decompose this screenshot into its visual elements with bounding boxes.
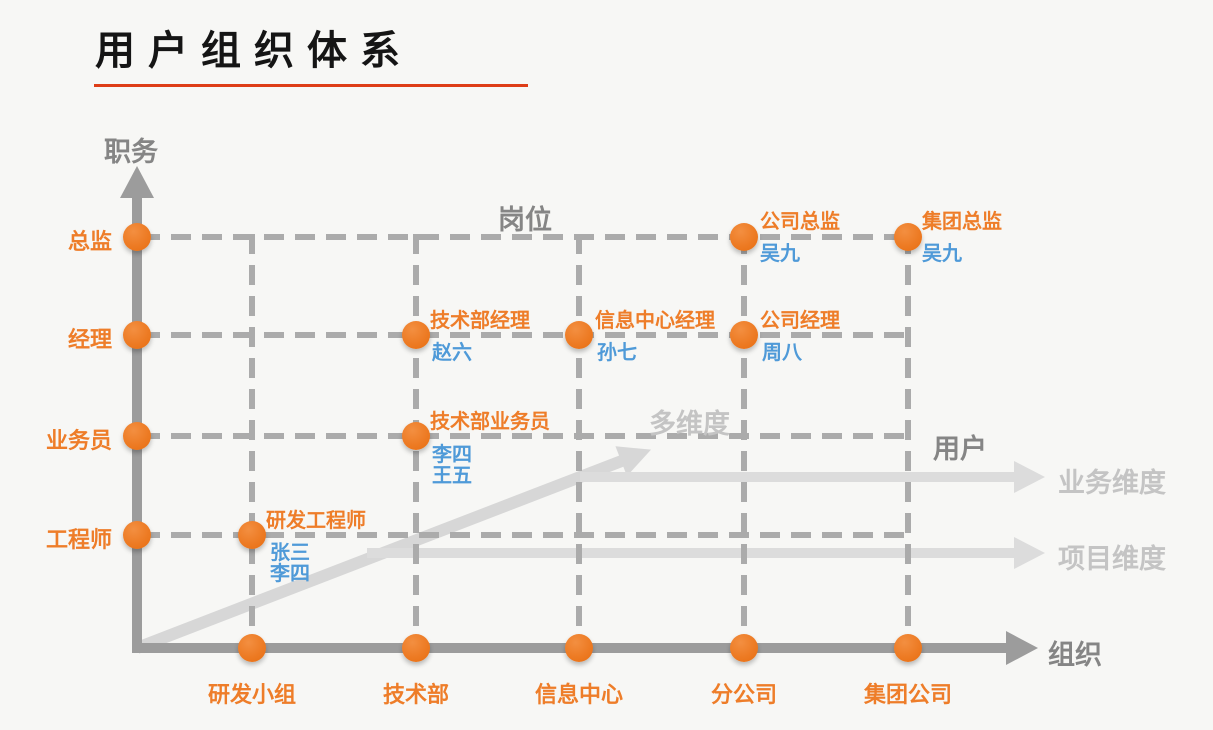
point-post-company-director: 公司总监 (760, 211, 840, 233)
y-axis-dot-salesman (123, 422, 151, 450)
point-dot-info-manager (565, 321, 593, 349)
y-axis-dot-manager (123, 321, 151, 349)
title-underline (94, 84, 528, 87)
point-dot-tech-manager (402, 321, 430, 349)
point-user-info-manager: 孙七 (597, 342, 637, 364)
grid-col-line-group-co (905, 234, 911, 642)
x-axis-label: 组织 (1048, 640, 1102, 670)
point-dot-group-director (894, 223, 922, 251)
col-label-group-co: 集团公司 (863, 682, 952, 707)
point-user-tech-salesman-2: 王五 (432, 465, 472, 487)
point-user-group-director: 吴九 (922, 243, 962, 265)
x-axis-dot-info-center (565, 634, 593, 662)
multi-dimension-label: 多维度 (649, 409, 730, 439)
point-user-rnd-engineer-1: 张三 (270, 542, 310, 564)
point-dot-company-director (730, 223, 758, 251)
y-axis-dot-director (123, 223, 151, 251)
x-axis-dot-tech-dept (402, 634, 430, 662)
row-label-manager: 经理 (67, 327, 112, 352)
point-dot-tech-salesman (402, 422, 430, 450)
point-post-tech-manager: 技术部经理 (430, 310, 530, 332)
y-axis-dot-engineer (123, 521, 151, 549)
col-label-rnd-group: 研发小组 (207, 682, 296, 707)
point-user-tech-salesman-1: 李四 (432, 444, 472, 466)
point-user-tech-manager: 赵六 (432, 342, 472, 364)
point-dot-company-manager (730, 321, 758, 349)
project-dimension-arrow (367, 548, 1014, 558)
point-post-tech-salesman: 技术部业务员 (430, 411, 550, 433)
row-label-engineer: 工程师 (45, 527, 112, 552)
col-label-tech-dept: 技术部 (382, 682, 449, 707)
grid-col-line-info-center (576, 234, 582, 642)
grid-row-line-director (140, 234, 910, 240)
post-axis-label: 岗位 (498, 205, 552, 235)
business-dimension-arrowhead-icon (1014, 461, 1045, 493)
business-dimension-label: 业务维度 (1058, 468, 1166, 498)
grid-col-line-rnd-group (249, 234, 255, 642)
user-label: 用户 (933, 434, 987, 464)
point-post-company-manager: 公司经理 (760, 310, 840, 332)
project-dimension-label: 项目维度 (1058, 544, 1166, 574)
grid-row-line-salesman (140, 433, 910, 439)
point-post-rnd-engineer: 研发工程师 (266, 510, 366, 532)
y-axis-arrowhead-icon (120, 166, 154, 198)
x-axis-dot-group-co (894, 634, 922, 662)
business-dimension-arrow (580, 472, 1014, 482)
row-label-salesman: 业务员 (45, 428, 112, 453)
point-dot-rnd-engineer (238, 521, 266, 549)
grid-row-line-engineer (140, 532, 910, 538)
point-post-group-director: 集团总监 (922, 211, 1002, 233)
point-user-rnd-engineer-2: 李四 (270, 563, 310, 585)
point-user-company-manager: 周八 (762, 342, 802, 364)
point-user-company-director: 吴九 (760, 243, 800, 265)
x-axis-arrowhead-icon (1006, 631, 1038, 665)
x-axis-dot-branch (730, 634, 758, 662)
y-axis-label: 职务 (104, 137, 158, 167)
point-post-info-manager: 信息中心经理 (595, 310, 715, 332)
x-axis-dot-rnd-group (238, 634, 266, 662)
col-label-branch: 分公司 (710, 682, 777, 707)
grid-col-line-branch (741, 234, 747, 642)
row-label-director: 总监 (67, 229, 112, 254)
project-dimension-arrowhead-icon (1014, 537, 1045, 569)
page-title: 用户组织体系 (95, 29, 413, 73)
col-label-info-center: 信息中心 (534, 682, 623, 707)
grid-row-line-manager (140, 332, 910, 338)
